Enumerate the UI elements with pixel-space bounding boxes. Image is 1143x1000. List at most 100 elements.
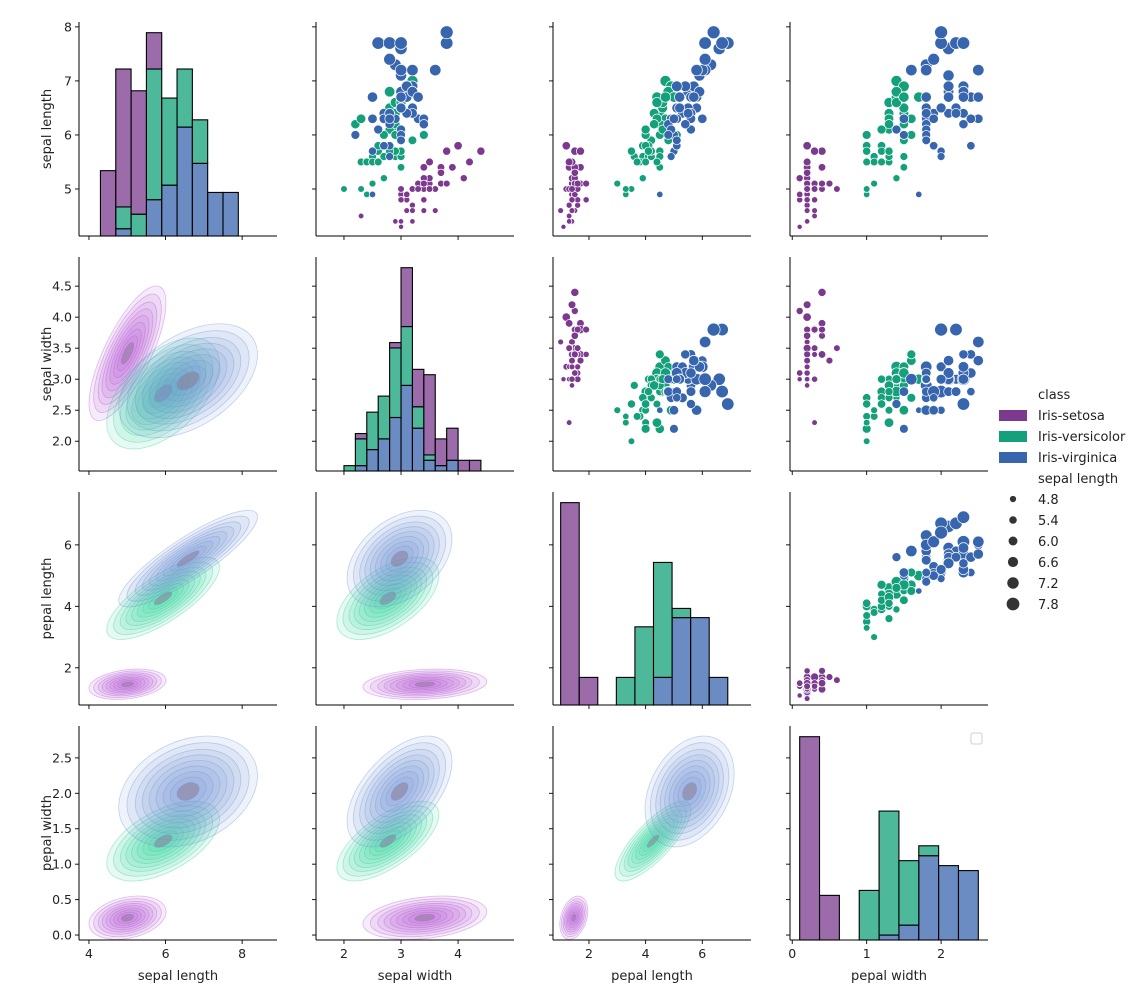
scatter-point-iris-versicolor	[862, 437, 871, 445]
scatter-point-iris-virginica	[958, 558, 969, 569]
hist-bar-iris-virginica	[652, 676, 673, 706]
panel-pepal-length-vs-sepal-length: 2 4 6 pepal length	[40, 492, 277, 709]
kde-contour-iris-versicolor	[379, 834, 397, 848]
legend-swatch-iris-setosa	[999, 410, 1027, 421]
scatter-point-iris-virginica	[921, 374, 931, 384]
hist-bar-iris-virginica	[708, 676, 729, 706]
scatter-point-iris-virginica	[966, 141, 976, 151]
scatter-point-iris-virginica	[706, 25, 721, 40]
scatter-point-iris-virginica	[972, 548, 984, 560]
scatter-point-iris-setosa	[453, 141, 463, 151]
scatter-point-iris-virginica	[429, 64, 442, 77]
scatter-point-iris-virginica	[927, 535, 940, 549]
scatter-point-iris-setosa	[576, 146, 585, 156]
scatter-point-iris-setosa	[573, 179, 582, 188]
scatter-point-iris-setosa	[568, 185, 576, 193]
scatter-point-iris-setosa	[557, 207, 564, 214]
y-axis-label: pepal width	[40, 795, 55, 871]
scatter-point-iris-virginica	[669, 424, 679, 434]
panel-sepal-length-vs-pepal-width	[786, 22, 988, 240]
x-tick-label: 2	[340, 946, 348, 961]
hist-bar-iris-versicolor	[918, 845, 940, 857]
scatter-point-iris-virginica	[920, 555, 932, 566]
legend-size-marker	[1007, 556, 1019, 568]
scatter-point-iris-virginica	[350, 130, 361, 140]
scatter-point-iris-versicolor	[627, 437, 636, 445]
scatter-point-iris-virginica	[972, 535, 985, 548]
scatter-point-iris-setosa	[803, 168, 812, 177]
scatter-point-iris-versicolor	[355, 113, 367, 124]
scatter-point-iris-virginica	[656, 406, 664, 414]
y-tick-label: 5	[64, 181, 72, 196]
scatter-point-iris-versicolor	[379, 174, 388, 183]
hist-bar-iris-setosa	[411, 368, 425, 408]
scatter-point-iris-versicolor	[906, 393, 917, 403]
scatter-point-iris-setosa	[795, 174, 804, 183]
hist-bar-iris-setosa	[115, 68, 132, 208]
scatter-point-iris-virginica	[935, 102, 947, 114]
scatter-point-iris-versicolor	[862, 418, 871, 427]
scatter-point-iris-setosa	[565, 344, 573, 352]
x-axis-label: sepal length	[138, 969, 218, 984]
x-axis-label: pepal width	[851, 969, 927, 984]
scatter-point-iris-setosa	[796, 692, 803, 699]
hist-bar-iris-virginica	[411, 427, 425, 472]
scatter-point-iris-versicolor	[651, 417, 663, 428]
kde-contour-iris-setosa	[120, 342, 135, 365]
scatter-point-iris-setosa	[803, 695, 811, 702]
kde-contour-iris-versicolor	[153, 384, 173, 403]
scatter-point-iris-setosa	[804, 382, 811, 389]
legend-size-marker	[1009, 516, 1017, 524]
scatter-point-iris-virginica	[368, 190, 377, 198]
scatter-point-iris-setosa	[833, 185, 841, 193]
y-tick-label: 1.5	[52, 821, 72, 836]
hist-bar-iris-versicolor	[898, 860, 920, 926]
scatter-point-iris-setosa	[570, 331, 579, 340]
scatter-point-iris-versicolor	[870, 406, 878, 415]
hist-bar-iris-versicolor	[411, 406, 425, 429]
scatter-point-iris-versicolor	[626, 146, 636, 156]
legend: class Iris-setosa Iris-versicolor Iris-virg…	[999, 388, 1126, 613]
scatter-point-iris-virginica	[920, 108, 932, 119]
scatter-point-iris-setosa	[811, 682, 819, 690]
x-tick-label: 4	[85, 946, 93, 961]
scatter-point-iris-versicolor	[876, 399, 887, 409]
hist-bar-iris-versicolor	[343, 465, 356, 472]
hist-bar-iris-virginica	[918, 855, 940, 941]
scatter-point-iris-setosa	[804, 218, 811, 225]
scatter-point-iris-setosa	[568, 196, 576, 204]
scatter-point-iris-versicolor	[862, 399, 872, 409]
scatter-point-iris-virginica	[715, 384, 729, 399]
panel-pepal-length-vs-pepal-length	[549, 492, 751, 709]
scatter-point-iris-virginica	[395, 91, 407, 103]
scatter-point-iris-setosa	[409, 207, 416, 214]
scatter-point-iris-setosa	[568, 207, 576, 214]
scatter-point-iris-versicolor	[622, 185, 630, 193]
kde-contour-iris-setosa	[414, 913, 436, 922]
hist-bar-iris-setosa	[400, 267, 413, 328]
x-tick-label: 8	[238, 946, 246, 961]
hist-bar-iris-setosa	[423, 374, 436, 456]
scatter-point-iris-virginica	[666, 152, 676, 161]
scatter-point-iris-versicolor	[652, 157, 662, 167]
scatter-point-iris-versicolor	[892, 605, 901, 614]
y-tick-label: 2.0	[52, 786, 72, 801]
scatter-point-iris-setosa	[811, 207, 818, 214]
scatter-point-iris-virginica	[698, 52, 712, 66]
scatter-point-iris-virginica	[697, 113, 708, 124]
hist-bar-iris-virginica	[938, 865, 960, 941]
hist-bar-iris-versicolor	[130, 213, 147, 237]
scatter-point-iris-virginica	[685, 386, 697, 397]
scatter-point-iris-virginica	[686, 399, 696, 409]
panel-sepal-length-vs-sepal-width	[312, 22, 514, 240]
kde-contour-iris-virginica	[390, 550, 409, 567]
scatter-point-iris-versicolor	[357, 185, 365, 193]
scatter-point-iris-setosa	[810, 146, 820, 156]
scatter-point-iris-virginica	[898, 113, 910, 124]
y-tick-label: 2.0	[52, 434, 72, 449]
x-tick-label: 4	[454, 946, 462, 961]
scatter-point-iris-setosa	[419, 163, 428, 172]
scatter-point-iris-virginica	[942, 557, 955, 570]
scatter-point-iris-virginica	[412, 91, 424, 103]
scatter-point-iris-virginica	[715, 36, 729, 50]
